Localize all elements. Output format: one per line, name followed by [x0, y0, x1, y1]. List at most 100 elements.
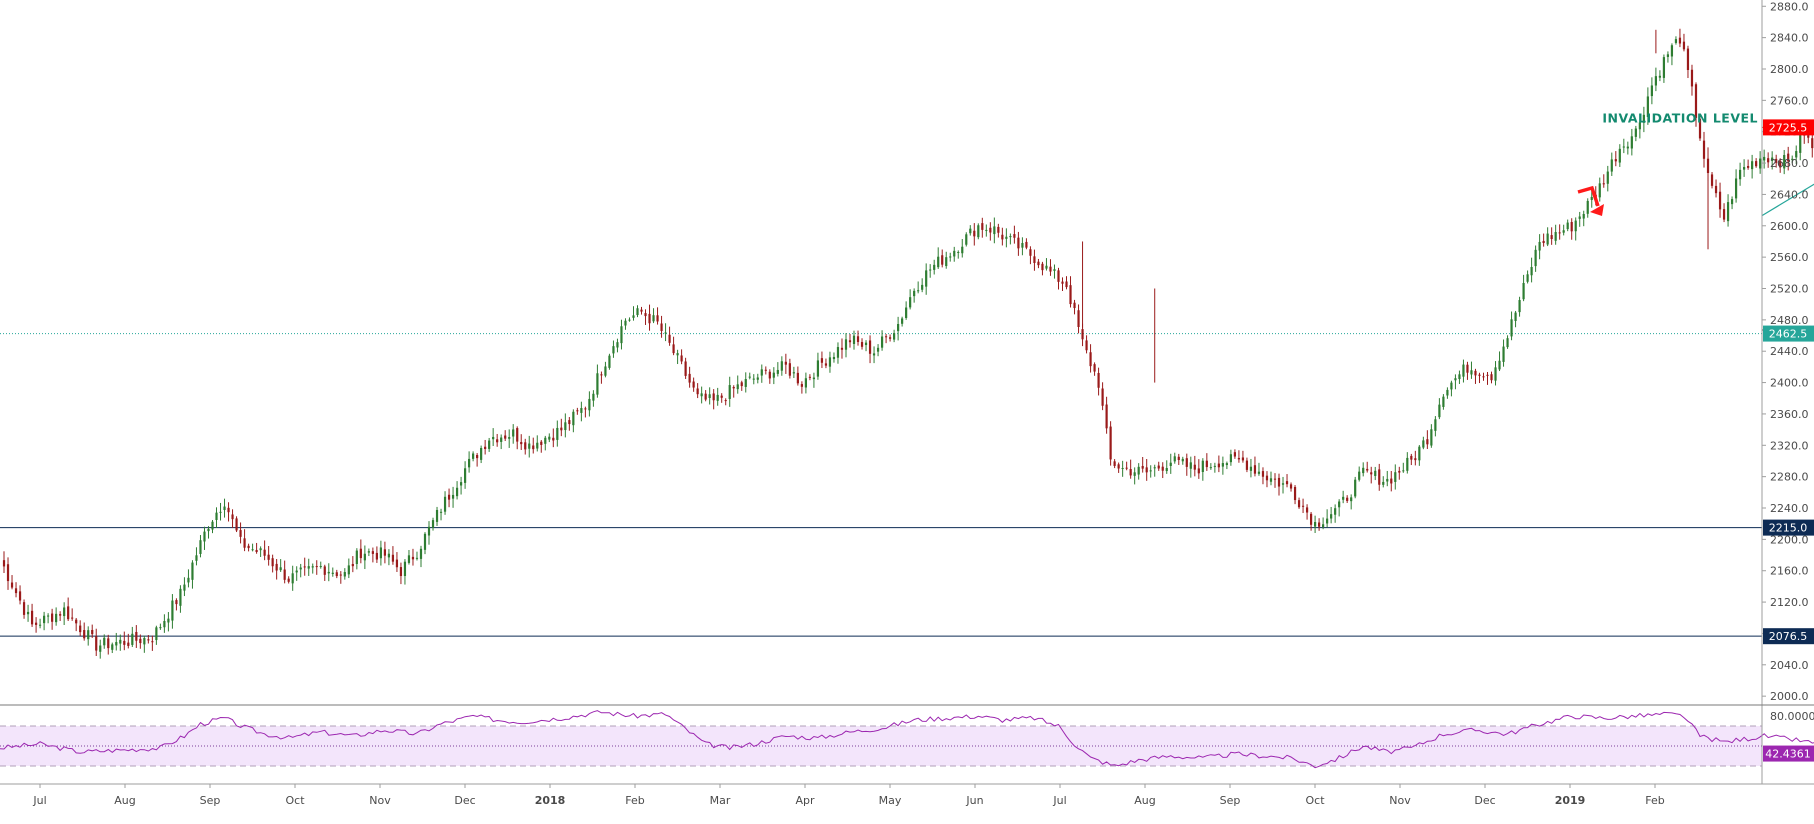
candle-body: [768, 371, 771, 379]
candle-body: [319, 566, 322, 568]
candle-body: [75, 619, 78, 624]
candle-body: [1751, 161, 1754, 170]
candle-body: [1550, 235, 1553, 240]
level-tag: [1763, 628, 1814, 645]
candle-body: [1257, 471, 1261, 474]
candle-body: [796, 372, 799, 384]
candle-body: [937, 256, 940, 268]
candle-body: [1454, 378, 1457, 381]
candle-body: [1181, 458, 1184, 462]
candle-body: [808, 376, 812, 378]
candle-body: [47, 615, 50, 617]
candle-body: [897, 323, 900, 332]
candle-body: [10, 582, 14, 588]
candle-body: [792, 372, 795, 374]
candle-body: [239, 530, 242, 537]
candle-body: [708, 394, 711, 399]
time-tick-label: Sep: [200, 794, 221, 807]
candle-body: [1526, 274, 1529, 282]
candle-body: [407, 555, 411, 563]
candle-body: [1209, 467, 1212, 469]
candle-body: [1522, 282, 1525, 300]
candle-body: [712, 393, 715, 401]
candle-body: [1418, 446, 1421, 461]
candle-body: [468, 458, 471, 468]
candle-body: [1446, 389, 1449, 396]
candle-body: [1759, 158, 1762, 169]
candle-body: [852, 335, 856, 345]
candle-body: [620, 326, 623, 344]
candle-body: [824, 363, 828, 366]
rsi-tick-label: 80.0000: [1770, 710, 1814, 723]
candle-body: [1386, 478, 1389, 482]
candle-body: [1410, 455, 1413, 460]
candle-body: [1293, 486, 1297, 501]
time-tick-label: Apr: [795, 794, 815, 807]
candle-body: [1562, 230, 1565, 233]
candle-body: [1662, 57, 1666, 78]
candle-body: [728, 385, 731, 399]
candle-body: [1065, 281, 1068, 288]
candle-body: [592, 393, 595, 401]
level-tag-label: 2215.0: [1769, 522, 1808, 535]
candle-body: [67, 606, 70, 620]
axes-layer: 2880.02840.02800.02760.02720.02680.02640…: [0, 0, 1814, 807]
candle-body: [1197, 468, 1200, 474]
candle-body: [1654, 76, 1657, 86]
candle-body: [945, 257, 948, 267]
candle-body: [443, 496, 447, 512]
candle-body: [1049, 266, 1052, 272]
candle-body: [1009, 236, 1012, 238]
candle-body: [463, 468, 467, 483]
candle-body: [1498, 360, 1501, 370]
candle-body: [1622, 146, 1625, 148]
candle-body: [1173, 456, 1176, 462]
candle-body: [780, 361, 783, 371]
invalidation-level-label: INVALIDATION LEVEL: [1602, 110, 1758, 125]
candle-body: [1382, 481, 1385, 485]
candle-body: [107, 638, 110, 649]
rsi-panel: [0, 710, 1814, 769]
candle-body: [1747, 165, 1750, 168]
candle-body: [1486, 374, 1489, 376]
candle-body: [1530, 266, 1533, 276]
candle-body: [267, 554, 270, 560]
candle-body: [580, 408, 583, 413]
candle-body: [79, 625, 82, 633]
candle-body: [584, 408, 587, 410]
candle-body: [844, 339, 848, 350]
candle-body: [1029, 249, 1032, 256]
candle-body: [99, 645, 102, 652]
candle-body: [1149, 470, 1152, 472]
candle-body: [1502, 346, 1505, 362]
time-tick-label: Oct: [1305, 794, 1325, 807]
candle-body: [652, 315, 655, 322]
candle-body: [155, 627, 158, 641]
candle-body: [680, 355, 683, 362]
candle-body: [1253, 465, 1257, 474]
rsi-line: [0, 710, 1814, 769]
candle-body: [191, 562, 194, 580]
candle-body: [1698, 118, 1702, 139]
candle-body: [1318, 522, 1321, 527]
candle-body: [816, 360, 820, 377]
candle-body: [139, 638, 142, 644]
candle-body: [1646, 96, 1649, 118]
candle-body: [901, 318, 904, 324]
candle-body: [925, 270, 928, 287]
candle-body: [87, 630, 90, 640]
candle-body: [1538, 241, 1541, 251]
candle-body: [227, 507, 230, 513]
candle-body: [1678, 37, 1682, 44]
candle-body: [1121, 468, 1124, 470]
candle-body: [1273, 478, 1277, 480]
candle-body: [1057, 270, 1060, 282]
candle-body: [1305, 507, 1309, 513]
candle-body: [1602, 183, 1605, 185]
candle-body: [1358, 471, 1361, 480]
candle-body: [1394, 472, 1397, 482]
candle-body: [1610, 159, 1613, 172]
candle-body: [508, 437, 511, 439]
candle-body: [1730, 199, 1734, 205]
candle-body: [736, 384, 739, 390]
